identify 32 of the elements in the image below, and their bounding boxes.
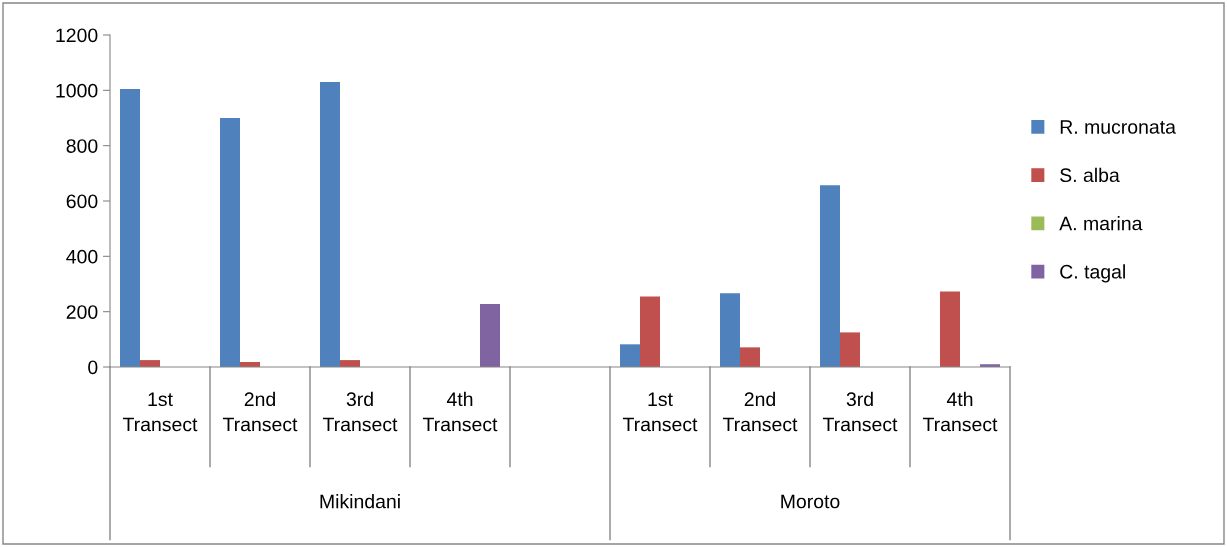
x-tick-label: 2nd Transect [722,391,798,432]
text: Moroto [781,494,840,509]
bar [740,347,760,367]
bar [940,291,960,367]
legend-label: R. mucronata [1060,120,1176,134]
x-tick-label: 3rd Transect [822,391,898,432]
y-tick-label: 800 [66,139,98,153]
x-tick-label: 1st Transect [622,392,698,432]
x-tick-label: 2nd Transect [222,391,298,432]
bar [320,82,340,367]
bar [220,118,240,367]
bar [120,88,140,367]
y-tick-label: 600 [66,194,98,209]
bar [840,332,860,367]
legend-label: C. tagal [1060,264,1125,283]
x-tick-label: 4th Transect [422,391,498,432]
bar [820,185,840,367]
legend-label: S. alba [1060,167,1120,183]
y-tick-label: 0 [88,360,98,375]
legend-label: A. marina [1059,216,1143,231]
y-tick-label: 1200 [56,28,98,43]
bar [640,296,660,367]
y-tick-label: 400 [66,249,98,264]
bar [480,303,500,367]
x-tick-label: 3rd Transect [322,391,398,432]
y-tick-label: 200 [66,305,98,319]
bar [620,344,640,367]
text: Mikindani [320,494,400,509]
bar [720,293,740,367]
x-tick-label: 1st Transect [122,392,198,432]
y-tick-label: 1000 [56,83,98,98]
x-tick-label: 4th Transect [922,391,998,432]
